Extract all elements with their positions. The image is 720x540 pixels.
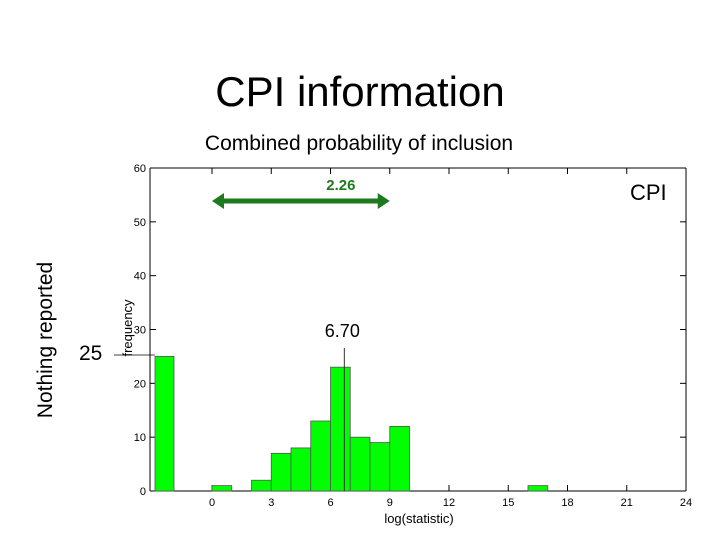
cpi-label: CPI bbox=[630, 180, 667, 205]
chart-subtitle: Combined probability of inclusion bbox=[0, 132, 720, 156]
range-arrow-right-head bbox=[377, 193, 390, 209]
histogram-bar bbox=[310, 420, 331, 492]
range-arrow-label: 2.26 bbox=[326, 177, 355, 194]
histogram-bar bbox=[527, 485, 549, 492]
histogram-bar bbox=[389, 425, 410, 492]
y-tick-label: 20 bbox=[134, 378, 146, 390]
x-tick-label: 21 bbox=[621, 497, 633, 509]
y-tick-label: 40 bbox=[134, 271, 146, 283]
x-tick-label: 12 bbox=[443, 497, 455, 509]
histogram-bar bbox=[211, 485, 233, 492]
y-tick-label: 50 bbox=[134, 217, 146, 229]
histogram-bar bbox=[251, 479, 272, 492]
slide-title: CPI information bbox=[215, 68, 505, 115]
nothing-reported-value: 25 bbox=[79, 342, 103, 365]
histogram-bar bbox=[270, 452, 292, 492]
y-tick-label: 30 bbox=[134, 325, 146, 337]
histogram-bar bbox=[290, 447, 312, 492]
x-tick-label: 6 bbox=[327, 497, 333, 509]
x-tick-label: 18 bbox=[561, 497, 573, 509]
y-tick-label: 0 bbox=[140, 486, 146, 498]
x-tick-label: 24 bbox=[680, 497, 692, 509]
histogram-bar bbox=[369, 442, 391, 492]
y-axis-title: frequency bbox=[120, 299, 135, 357]
range-arrow-left-head bbox=[212, 193, 224, 209]
histogram-bar bbox=[330, 366, 351, 492]
x-tick-label: 3 bbox=[268, 497, 274, 509]
x-tick-label: 9 bbox=[387, 497, 393, 509]
nothing-reported-bar bbox=[154, 356, 175, 492]
x-tick-label: 0 bbox=[209, 497, 215, 509]
x-axis-title: log(statistic) bbox=[384, 511, 453, 526]
cpi-value-label: 6.70 bbox=[325, 321, 360, 341]
y-tick-label: 10 bbox=[134, 432, 146, 444]
chart-subtitle-text: Combined probability of inclusion bbox=[204, 132, 514, 155]
histogram-bar bbox=[349, 436, 371, 492]
y-tick-label: 60 bbox=[134, 163, 146, 175]
x-tick-label: 15 bbox=[502, 497, 514, 509]
